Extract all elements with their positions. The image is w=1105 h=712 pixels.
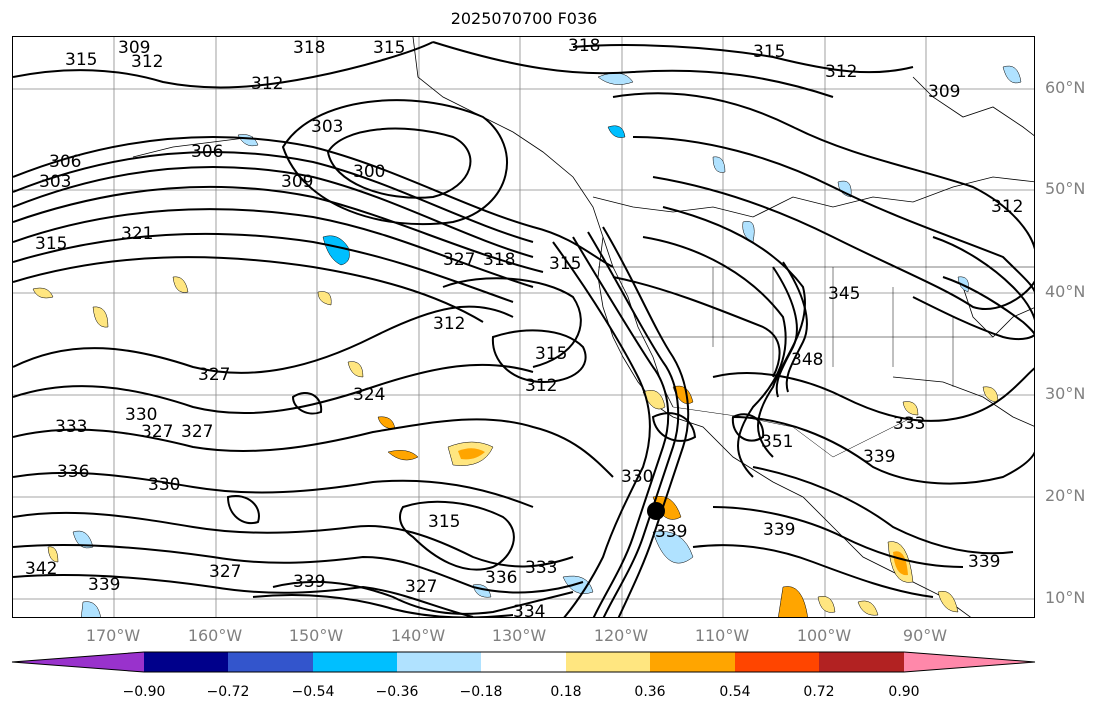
lon-label: 140°W bbox=[390, 626, 446, 645]
colorbar-segment bbox=[819, 652, 904, 672]
contour-label: 321 bbox=[121, 224, 153, 244]
lon-label: 150°W bbox=[288, 626, 344, 645]
contour-label: 327 bbox=[141, 422, 173, 442]
map-area: 315 309 312 318 315 318 315 312 312 303 … bbox=[12, 36, 1035, 618]
contour-label: 327 bbox=[181, 422, 213, 442]
contour-label: 330 bbox=[148, 475, 180, 495]
contour-label: 315 bbox=[35, 234, 67, 254]
contour-label: 315 bbox=[65, 50, 97, 70]
lat-label: 50°N bbox=[1045, 179, 1086, 198]
contour-label: 309 bbox=[118, 38, 150, 58]
colorbar-segment bbox=[904, 652, 1035, 672]
contour-label: 303 bbox=[311, 117, 343, 137]
lon-label: 170°W bbox=[85, 626, 141, 645]
contour-label: 327 bbox=[209, 562, 241, 582]
contour-lines bbox=[13, 41, 1034, 617]
contour-label: 318 bbox=[293, 38, 325, 58]
colorbar-segment bbox=[735, 652, 819, 672]
contour-label: 309 bbox=[281, 172, 313, 192]
colorbar-segments bbox=[11, 651, 1036, 673]
contour-label: 339 bbox=[968, 552, 1000, 572]
contour-label: 324 bbox=[353, 385, 385, 405]
lon-label: 100°W bbox=[796, 626, 852, 645]
colorbar-segment bbox=[12, 652, 144, 672]
lon-label: 90°W bbox=[902, 626, 948, 645]
colorbar-tick: 0.36 bbox=[634, 684, 666, 700]
contour-label: 306 bbox=[191, 142, 223, 162]
contour-label: 333 bbox=[525, 558, 557, 578]
contour-label: 312 bbox=[433, 314, 465, 334]
contour-label: 345 bbox=[828, 284, 860, 304]
storm-center-marker bbox=[647, 502, 665, 520]
contour-labels: 315 309 312 318 315 318 315 312 312 303 … bbox=[25, 37, 1023, 618]
map-svg: 315 309 312 318 315 318 315 312 312 303 … bbox=[13, 37, 1034, 618]
contour-label: 327 bbox=[198, 365, 230, 385]
colorbar-tick: −0.54 bbox=[291, 684, 335, 700]
colorbar-segment bbox=[566, 652, 650, 672]
contour-label: 312 bbox=[525, 376, 557, 396]
contour-label: 333 bbox=[893, 414, 925, 434]
contour-label: 315 bbox=[549, 254, 581, 274]
colorbar-tick: −0.18 bbox=[459, 684, 503, 700]
contour-label: 315 bbox=[535, 344, 567, 364]
contour-label: 315 bbox=[373, 38, 405, 58]
contour-label: 327 bbox=[443, 250, 475, 270]
contour-label: 312 bbox=[131, 52, 163, 72]
lat-label: 30°N bbox=[1045, 384, 1086, 403]
contour-label: 312 bbox=[825, 62, 857, 82]
lon-label: 130°W bbox=[491, 626, 547, 645]
colorbar-tick: −0.90 bbox=[122, 684, 166, 700]
graticule bbox=[13, 37, 1034, 617]
colorbar-tick: 0.18 bbox=[550, 684, 582, 700]
colorbar-tick: 0.72 bbox=[803, 684, 835, 700]
contour-label: 309 bbox=[928, 82, 960, 102]
contour-label: 306 bbox=[49, 152, 81, 172]
contour-label: 336 bbox=[485, 568, 517, 588]
contour-label: 315 bbox=[428, 512, 460, 532]
colorbar-outline bbox=[11, 651, 1036, 673]
contour-label: 333 bbox=[55, 417, 87, 437]
colorbar-tick: 0.54 bbox=[719, 684, 751, 700]
colorbar-segment bbox=[650, 652, 735, 672]
contour-label: 339 bbox=[293, 572, 325, 592]
colorbar-segment bbox=[228, 652, 313, 672]
colorbar-segment bbox=[313, 652, 397, 672]
colorbar-tick: 0.90 bbox=[888, 684, 920, 700]
contour-label: 318 bbox=[568, 37, 600, 56]
colorbar-tick: −0.72 bbox=[206, 684, 250, 700]
contour-label: 339 bbox=[863, 447, 895, 467]
colorbar-segment bbox=[481, 652, 566, 672]
contour-label: 339 bbox=[88, 575, 120, 595]
lat-label: 40°N bbox=[1045, 282, 1086, 301]
contour-label: 348 bbox=[791, 350, 823, 370]
chart-title: 2025070700 F036 bbox=[450, 9, 598, 28]
lat-label: 10°N bbox=[1045, 588, 1086, 607]
contour-label: 330 bbox=[125, 405, 157, 425]
contour-label: 318 bbox=[483, 250, 515, 270]
shading bbox=[32, 65, 1022, 617]
contour-label: 351 bbox=[761, 432, 793, 452]
contour-label: 339 bbox=[655, 522, 687, 542]
colorbar-segment bbox=[144, 652, 228, 672]
contour-label: 336 bbox=[57, 462, 89, 482]
contour-label: 339 bbox=[763, 520, 795, 540]
contour-label: 315 bbox=[753, 42, 785, 62]
contour-label: 312 bbox=[991, 197, 1023, 217]
contour-label: 342 bbox=[25, 559, 57, 579]
contour-label: 312 bbox=[251, 74, 283, 94]
lon-label: 120°W bbox=[593, 626, 649, 645]
lon-label: 110°W bbox=[694, 626, 750, 645]
contour-label: 334 bbox=[513, 602, 545, 618]
colorbar-tick: −0.36 bbox=[375, 684, 419, 700]
coastlines bbox=[132, 37, 1034, 617]
contour-label: 300 bbox=[353, 162, 385, 182]
colorbar bbox=[11, 651, 1036, 673]
contour-label: 303 bbox=[39, 172, 71, 192]
colorbar-segment bbox=[397, 652, 481, 672]
contour-label: 330 bbox=[621, 467, 653, 487]
lon-label: 160°W bbox=[187, 626, 243, 645]
contour-label: 327 bbox=[405, 577, 437, 597]
lat-label: 20°N bbox=[1045, 486, 1086, 505]
lat-label: 60°N bbox=[1045, 78, 1086, 97]
